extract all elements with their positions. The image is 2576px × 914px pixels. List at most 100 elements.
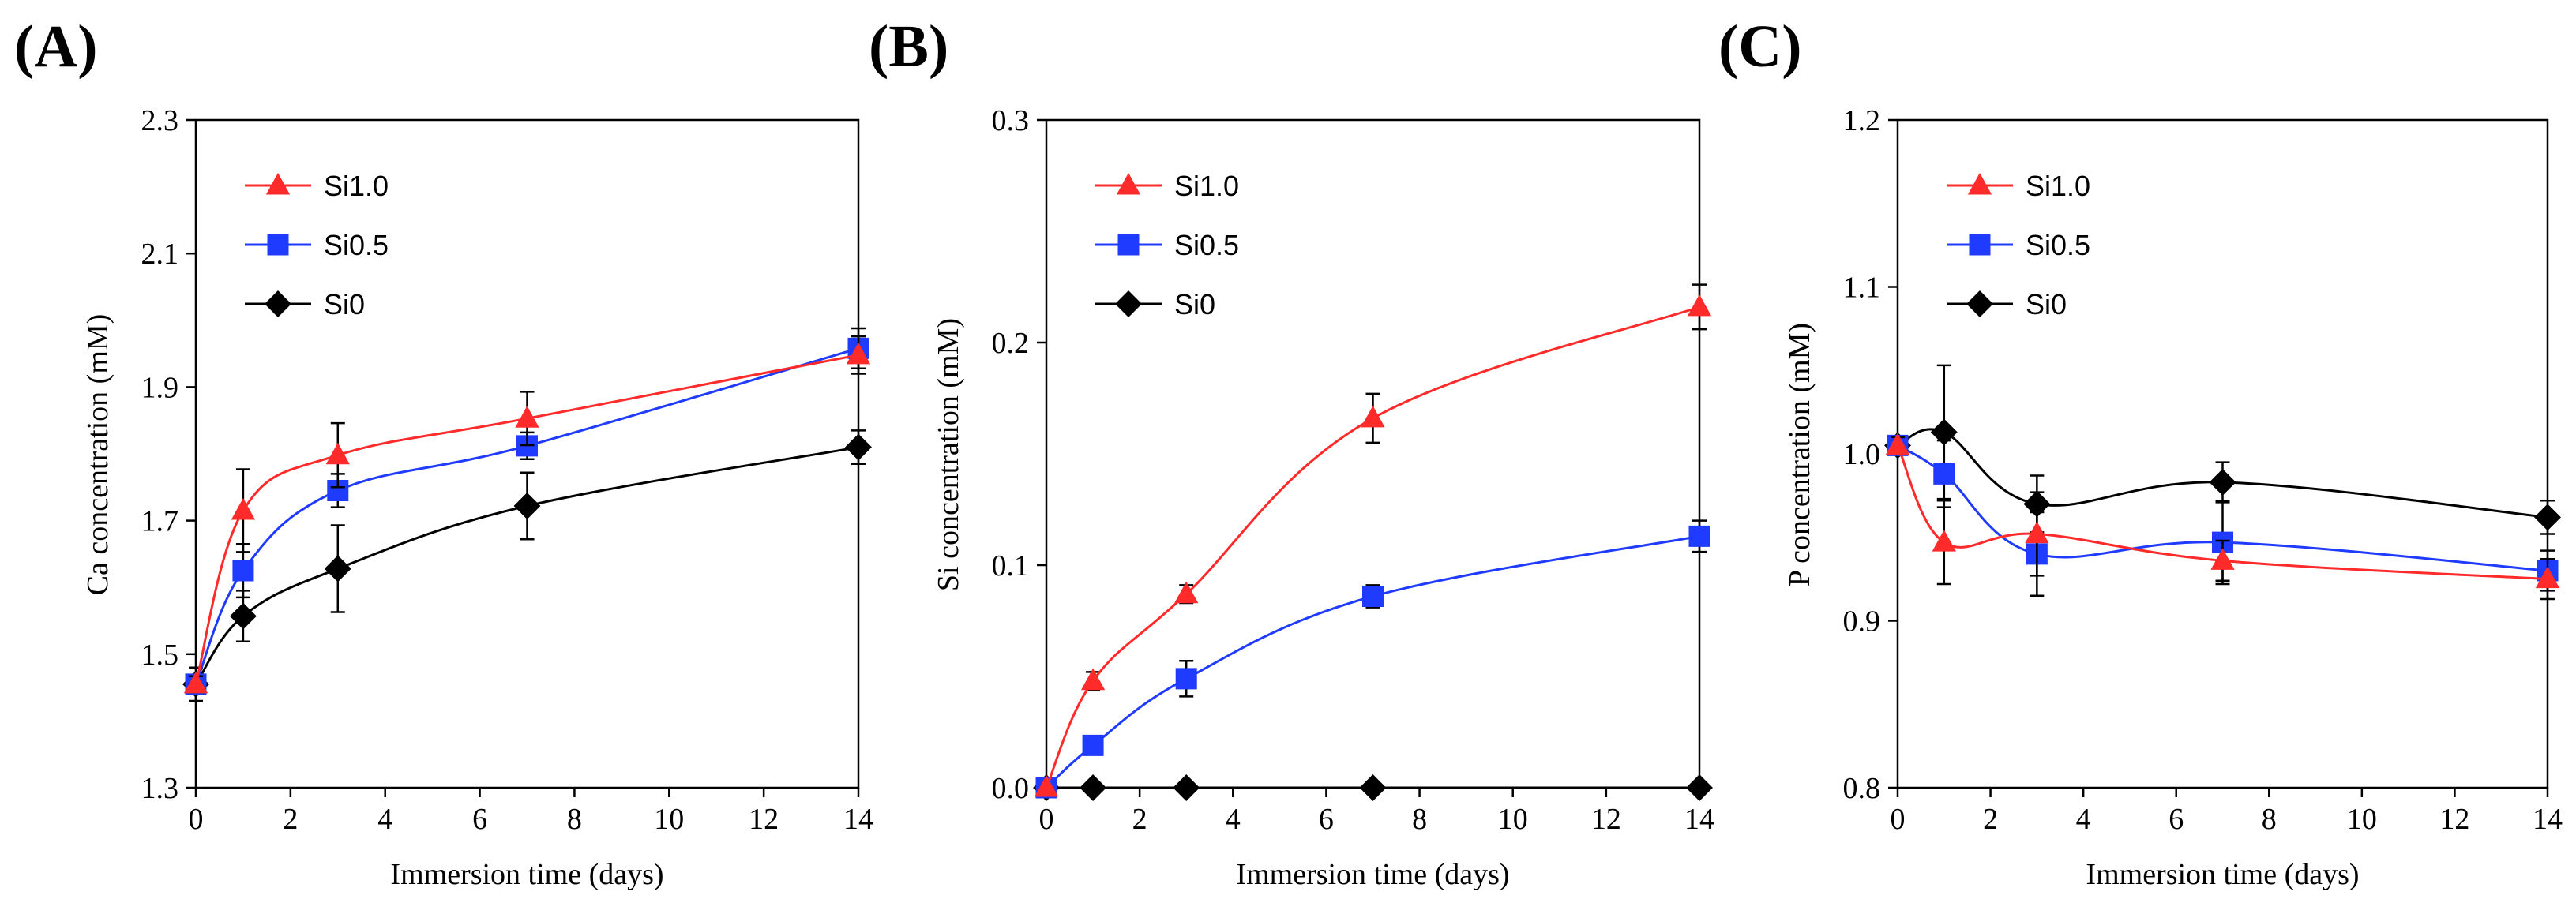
y-tick-label: 1.7: [141, 505, 179, 538]
legend: Si1.0 Si0.5 Si0: [1947, 170, 2090, 320]
legend-label: Si0.5: [1174, 229, 1239, 261]
x-tick-label: 0: [189, 803, 204, 836]
series-line: [194, 354, 859, 685]
series-line: [1045, 534, 1700, 789]
y-tick-label: 1.0: [1843, 438, 1881, 471]
legend-label: Si0: [324, 288, 365, 320]
data-point: [231, 497, 256, 520]
data-point: [1885, 433, 1910, 455]
x-tick-label: 8: [567, 803, 582, 836]
data-point: [1080, 668, 1106, 691]
series-si0: [1033, 774, 1713, 801]
data-point: [1173, 774, 1200, 801]
x-tick-label: 4: [377, 803, 392, 836]
legend-marker: [265, 290, 291, 317]
data-point: [1688, 525, 1710, 547]
x-tick-label: 4: [1226, 803, 1241, 836]
data-point: [2535, 566, 2560, 589]
legend-marker: [1115, 290, 1142, 317]
data-point: [1933, 463, 1955, 485]
y-tick-label: 1.1: [1843, 272, 1881, 305]
data-point: [845, 433, 872, 461]
x-tick-label: 2: [1983, 803, 1998, 836]
plot-frame: [1045, 118, 1701, 789]
legend-label: Si1.0: [324, 170, 389, 202]
series-si1-0: [183, 335, 871, 694]
legend: Si1.0 Si0.5 Si0: [1095, 170, 1239, 320]
data-point: [1359, 774, 1387, 801]
x-tick-label: 2: [283, 803, 298, 836]
y-tick-label: 0.2: [992, 327, 1030, 360]
x-tick-label: 12: [2439, 803, 2469, 836]
x-tick-label: 10: [2347, 803, 2377, 836]
x-tick-label: 6: [1319, 803, 1334, 836]
panel-b: (B) 0.0 0.1 0.2 0.3 0 2 4 6 8 10 12 14 Immersion time…: [869, 13, 1714, 891]
legend-marker: [265, 173, 291, 195]
legend-label: Si0: [2026, 288, 2067, 320]
data-point: [232, 560, 254, 582]
x-tick-label: 12: [1591, 803, 1621, 836]
y-tick-label: 1.9: [141, 371, 179, 404]
y-tick-label: 1.5: [141, 639, 179, 672]
y-axis-title: Ca concentration (mM): [81, 314, 115, 596]
series-si0-5: [1887, 434, 2559, 597]
data-point: [1082, 734, 1104, 756]
data-point: [1361, 405, 1385, 428]
x-tick-label: 0: [1039, 803, 1054, 836]
x-tick-label: 8: [2262, 803, 2277, 836]
data-point: [1362, 585, 1384, 607]
y-tick-label: 0.9: [1843, 605, 1881, 639]
series-si1-0: [1034, 283, 1712, 797]
data-point: [846, 342, 871, 365]
data-point: [1175, 668, 1197, 690]
data-point: [325, 442, 350, 465]
legend-marker: [1969, 234, 1991, 256]
data-point: [324, 555, 351, 582]
legend-label: Si0.5: [2026, 229, 2090, 261]
x-tick-label: 14: [2533, 803, 2563, 836]
x-tick-label: 10: [654, 803, 684, 836]
y-axis-title: P concentration (mM): [1783, 323, 1816, 586]
data-point: [1687, 294, 1712, 317]
panel-c: (C) 0.8 0.9 1.0 1.1 1.2 0 2 4 6 8 10 12 14 Immersion t…: [1718, 13, 2563, 891]
data-point: [1034, 775, 1059, 797]
data-point: [1686, 774, 1713, 801]
x-tick-label: 0: [1891, 803, 1906, 836]
y-axis-title: Si concentration (mM): [932, 318, 965, 591]
legend-marker: [267, 234, 289, 256]
y-tick-label: 1.2: [1843, 104, 1881, 137]
x-tick-label: 4: [2076, 803, 2091, 836]
y-tick-label: 0.8: [1843, 772, 1881, 805]
plot-frame: [1896, 118, 2549, 789]
series-si0: [182, 429, 872, 702]
legend-label: Si1.0: [2026, 170, 2090, 202]
data-point: [2209, 468, 2236, 496]
x-tick-label: 14: [1684, 803, 1714, 836]
y-tick-label: 2.1: [141, 238, 179, 271]
data-point: [1174, 581, 1199, 604]
x-tick-label: 12: [749, 803, 779, 836]
legend: Si1.0 Si0.5 Si0: [245, 170, 389, 320]
y-tick-label: 0.0: [992, 772, 1030, 805]
data-point: [515, 406, 539, 428]
legend-marker: [1967, 173, 1992, 195]
y-tick-label: 1.3: [141, 772, 179, 805]
data-point: [2025, 521, 2049, 544]
y-tick-label: 0.1: [992, 549, 1030, 582]
legend-label: Si1.0: [1174, 170, 1239, 202]
data-point: [513, 493, 541, 519]
series-si1-0: [1885, 433, 2560, 601]
legend-marker: [1117, 234, 1140, 256]
data-point: [183, 671, 208, 694]
legend-label: Si0.5: [324, 229, 389, 261]
data-point: [2534, 504, 2561, 531]
series-line: [1896, 444, 2548, 581]
series-line: [194, 346, 859, 685]
x-axis-title: Immersion time (days): [390, 858, 663, 891]
y-tick-label: 2.3: [141, 104, 179, 137]
x-tick-label: 6: [472, 803, 487, 836]
panel-label: (C): [1718, 13, 1802, 80]
x-tick-label: 2: [1132, 803, 1147, 836]
x-axis-title: Immersion time (days): [2086, 858, 2359, 891]
